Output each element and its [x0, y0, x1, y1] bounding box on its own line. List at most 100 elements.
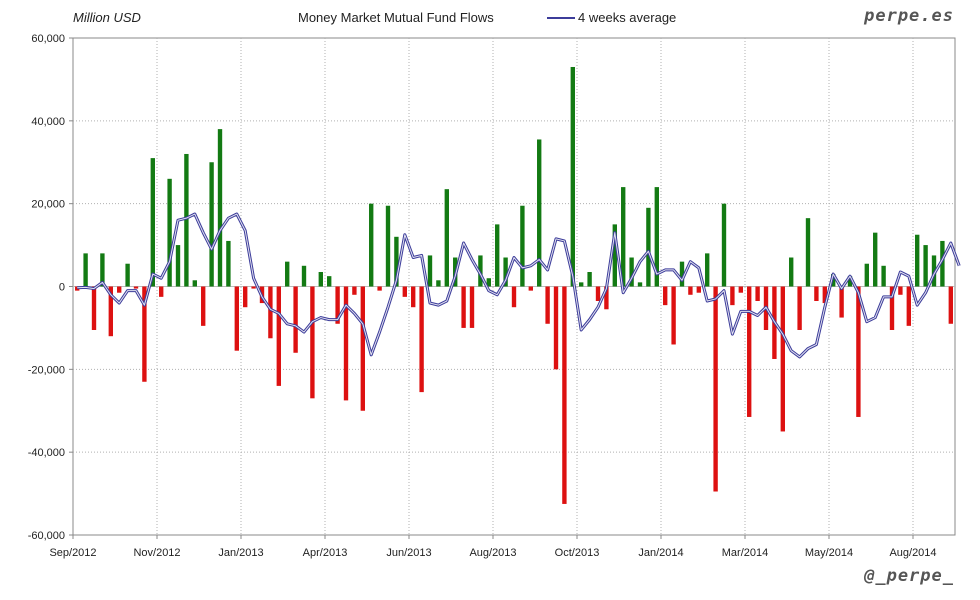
inflow-bar [184, 153, 189, 287]
outflow-bar [243, 286, 248, 308]
inflow-bar [931, 255, 937, 287]
inflow-bar [167, 178, 172, 287]
outflow-bar [469, 286, 475, 328]
outflow-bar [343, 286, 349, 401]
outflow-bar [595, 286, 601, 301]
inflow-bar [881, 265, 886, 287]
outflow-bar [780, 286, 785, 432]
outflow-bar [276, 286, 281, 386]
x-tick-label: Mar/2014 [722, 547, 768, 559]
y-tick-label: -60,000 [28, 530, 65, 542]
y-tick-label: -20,000 [28, 364, 65, 376]
outflow-bar [234, 286, 239, 351]
outflow-bar [755, 286, 760, 301]
outflow-bar [251, 286, 256, 289]
outflow-bar [948, 286, 953, 324]
inflow-bar [579, 282, 584, 287]
y-tick-label: 60,000 [31, 33, 65, 45]
inflow-bar [503, 257, 508, 287]
inflow-bar [915, 234, 920, 287]
outflow-bar [117, 286, 122, 293]
outflow-bar [906, 286, 911, 326]
y-tick-label: 20,000 [31, 199, 65, 211]
outflow-bar [814, 286, 819, 301]
x-tick-label: Jan/2013 [218, 547, 263, 559]
y-tick-label: 40,000 [31, 116, 65, 128]
inflow-bar [621, 187, 626, 287]
inflow-bar [394, 236, 399, 287]
outflow-bar [310, 286, 315, 399]
outflow-bar [696, 286, 701, 293]
outflow-bar [402, 286, 407, 297]
inflow-bar [192, 280, 197, 287]
outflow-bar [738, 286, 743, 293]
inflow-bar [327, 276, 332, 287]
inflow-bar [285, 261, 290, 287]
inflow-bar [721, 203, 727, 287]
outflow-bar [856, 286, 861, 417]
y-tick-label: 0 [59, 282, 65, 294]
outflow-bar [377, 286, 382, 291]
x-tick-label: Aug/2013 [469, 547, 516, 559]
outflow-bar [201, 286, 206, 326]
inflow-bar [226, 240, 231, 287]
outflow-bar [108, 286, 113, 337]
inflow-bar [495, 224, 500, 287]
outflow-bar [747, 286, 752, 417]
inflow-bar [486, 278, 491, 287]
inflow-bar [789, 257, 794, 287]
x-tick-label: Oct/2013 [555, 547, 600, 559]
outflow-bar [545, 286, 550, 324]
inflow-bar [654, 187, 659, 287]
x-tick-label: Sep/2012 [49, 547, 96, 559]
outflow-bar [335, 286, 340, 324]
inflow-bar [83, 253, 88, 287]
outflow-bar [822, 286, 827, 304]
outflow-bar [898, 286, 903, 295]
outflow-bar [730, 286, 735, 306]
outflow-bar [293, 286, 298, 353]
outflow-bar [142, 286, 147, 382]
inflow-bar [427, 255, 433, 287]
outflow-bar [360, 286, 365, 411]
x-tick-label: Apr/2013 [303, 547, 348, 559]
outflow-bar [797, 286, 802, 330]
inflow-bar [831, 274, 836, 287]
outflow-bar [889, 286, 895, 330]
x-tick-label: Aug/2014 [889, 547, 936, 559]
outflow-bar [268, 286, 273, 339]
inflow-bar [923, 245, 928, 287]
outflow-bar [553, 286, 559, 370]
inflow-bar [520, 205, 525, 287]
y-unit-label: Million USD [73, 10, 141, 25]
inflow-bar [175, 245, 181, 287]
inflow-bar [318, 272, 323, 287]
outflow-bar [688, 286, 693, 295]
outflow-bar [75, 286, 80, 291]
inflow-bar [646, 207, 651, 287]
outflow-bar [461, 286, 466, 328]
legend-line-swatch [547, 16, 575, 19]
inflow-bar [587, 272, 592, 287]
author-handle: @_perpe_ [864, 566, 954, 586]
outflow-bar [663, 286, 668, 306]
outflow-bar [562, 286, 567, 504]
outflow-bar [604, 286, 609, 310]
brand-watermark: perpe.es [864, 6, 954, 26]
outflow-bar [671, 286, 676, 345]
outflow-bar [511, 286, 517, 308]
inflow-bar [444, 189, 449, 287]
outflow-bar [528, 286, 533, 291]
inflow-bar [629, 257, 634, 287]
inflow-bar [705, 253, 710, 287]
inflow-bar [209, 162, 214, 287]
outflow-bar [419, 286, 424, 393]
outflow-bar [91, 286, 97, 330]
inflow-bar [369, 203, 374, 287]
inflow-bar [217, 129, 223, 287]
outflow-bar [159, 286, 164, 297]
inflow-bar [570, 66, 575, 287]
x-tick-label: Jan/2014 [638, 547, 683, 559]
outflow-bar [713, 286, 718, 492]
